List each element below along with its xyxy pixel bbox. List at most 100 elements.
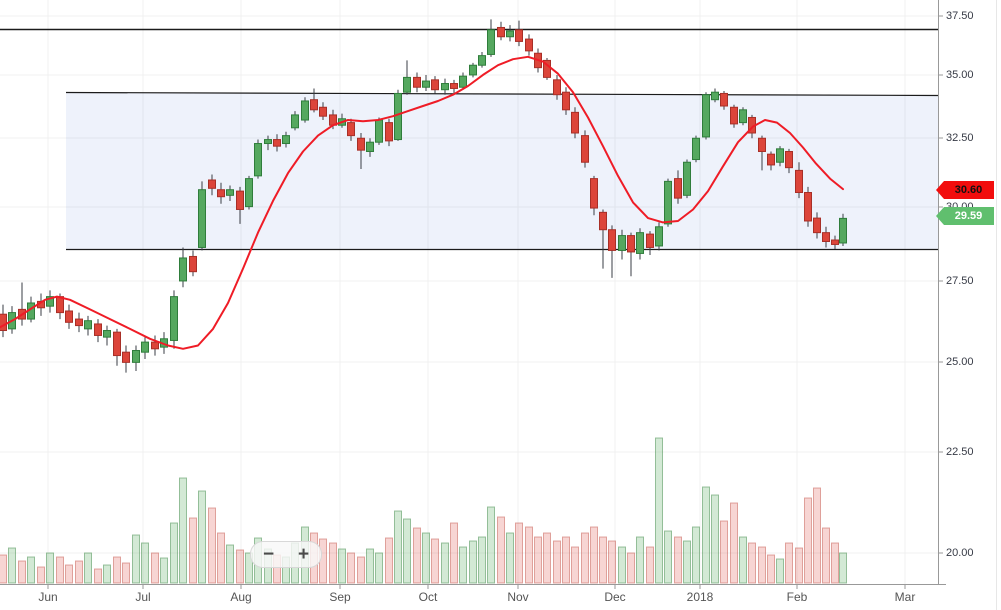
volume-bar (75, 560, 83, 584)
candle-body (478, 55, 486, 66)
candle-body (702, 94, 710, 138)
volume-bar (217, 532, 225, 584)
candle-body (785, 150, 793, 169)
volume-bar (692, 526, 700, 584)
candle-body (132, 349, 140, 363)
candle-body (831, 239, 839, 245)
candle-body (758, 137, 766, 152)
volume-bar (151, 552, 159, 584)
candle-body (581, 135, 589, 163)
volume-bar (525, 526, 533, 584)
candle-body (151, 341, 159, 350)
candle-body (179, 257, 187, 282)
candle-body (403, 76, 411, 93)
volume-bar (839, 552, 847, 584)
volume-bar (487, 506, 495, 584)
candle-body (655, 226, 663, 247)
time-tick-label: 2018 (686, 590, 714, 604)
time-tick-label: Jun (38, 590, 58, 604)
volume-bar (664, 530, 672, 584)
volume-bar (27, 556, 35, 584)
volume-bar (711, 494, 719, 584)
candle-body (627, 235, 635, 253)
volume-bar (702, 486, 710, 584)
volume-bar (581, 532, 589, 584)
candle-body (254, 143, 262, 177)
candle-body (767, 153, 775, 166)
volume-bar (366, 548, 374, 584)
volume-bar (571, 546, 579, 584)
time-tick-label: Oct (418, 590, 438, 604)
candle-body (291, 114, 299, 129)
candle-body (813, 217, 821, 234)
volume-bar (822, 527, 830, 584)
page-right-edge (996, 0, 997, 610)
candle-body (217, 189, 225, 198)
volume-bar (553, 540, 561, 584)
candle-body (692, 137, 700, 161)
volume-bar (198, 490, 206, 584)
candle-body (319, 106, 327, 117)
volume-bar (141, 542, 149, 584)
volume-bar (776, 558, 784, 584)
time-tick-label: Jul (135, 590, 151, 604)
candle-body (75, 318, 83, 327)
candle-body (56, 296, 64, 314)
volume-bar (730, 502, 738, 584)
volume-bar (813, 487, 821, 584)
candle-body (347, 122, 355, 137)
candle-body (562, 91, 570, 111)
volume-bar (385, 537, 393, 584)
zoom-in-button[interactable]: + (297, 544, 310, 565)
price-tick-label: 22.50 (946, 446, 974, 458)
volume-bar (170, 522, 178, 584)
volume-bar (94, 568, 102, 584)
volume-bar (122, 562, 130, 584)
volume-bar (357, 556, 365, 584)
volume-bar (226, 544, 234, 584)
volume-bar (608, 540, 616, 584)
candle-body (795, 169, 803, 194)
volume-bar (394, 510, 402, 584)
volume-bar (46, 552, 54, 584)
volume-bar (103, 564, 111, 584)
volume-bar (375, 552, 383, 584)
candle-body (646, 233, 654, 248)
volume-bar (720, 520, 728, 584)
price-tick-label: 27.50 (946, 275, 974, 287)
candle-body (822, 232, 830, 242)
candle-body (636, 232, 644, 254)
channel-top-line[interactable] (65, 91, 939, 97)
time-tick-label: Mar (894, 590, 916, 604)
candle-body (487, 29, 495, 55)
candle-body (608, 229, 616, 251)
candle-body (664, 180, 672, 225)
candle-body (84, 320, 92, 330)
volume-bar (37, 566, 45, 584)
time-tick-label: Aug (230, 590, 252, 604)
candle-body (674, 178, 682, 199)
moving-average-line[interactable] (0, 55, 844, 350)
volume-bar (236, 549, 244, 584)
candle-body (375, 119, 383, 143)
candle-body (441, 83, 449, 91)
volume-bar (497, 516, 505, 584)
volume-bar (758, 546, 766, 584)
volume-bar (506, 532, 514, 584)
candle-body (711, 91, 719, 101)
volume-bar (534, 536, 542, 584)
volume-bar (245, 552, 253, 584)
candle-body (103, 330, 111, 338)
candle-body (170, 296, 178, 341)
volume-bar (347, 552, 355, 584)
volume-bar (618, 546, 626, 584)
zoom-out-button[interactable]: − (262, 544, 275, 565)
volume-bar (785, 542, 793, 584)
candle-body (236, 190, 244, 210)
candle-body (590, 178, 598, 209)
volume-bar (84, 552, 92, 584)
price-tick-label: 25.00 (946, 356, 974, 368)
volume-bar (562, 536, 570, 584)
